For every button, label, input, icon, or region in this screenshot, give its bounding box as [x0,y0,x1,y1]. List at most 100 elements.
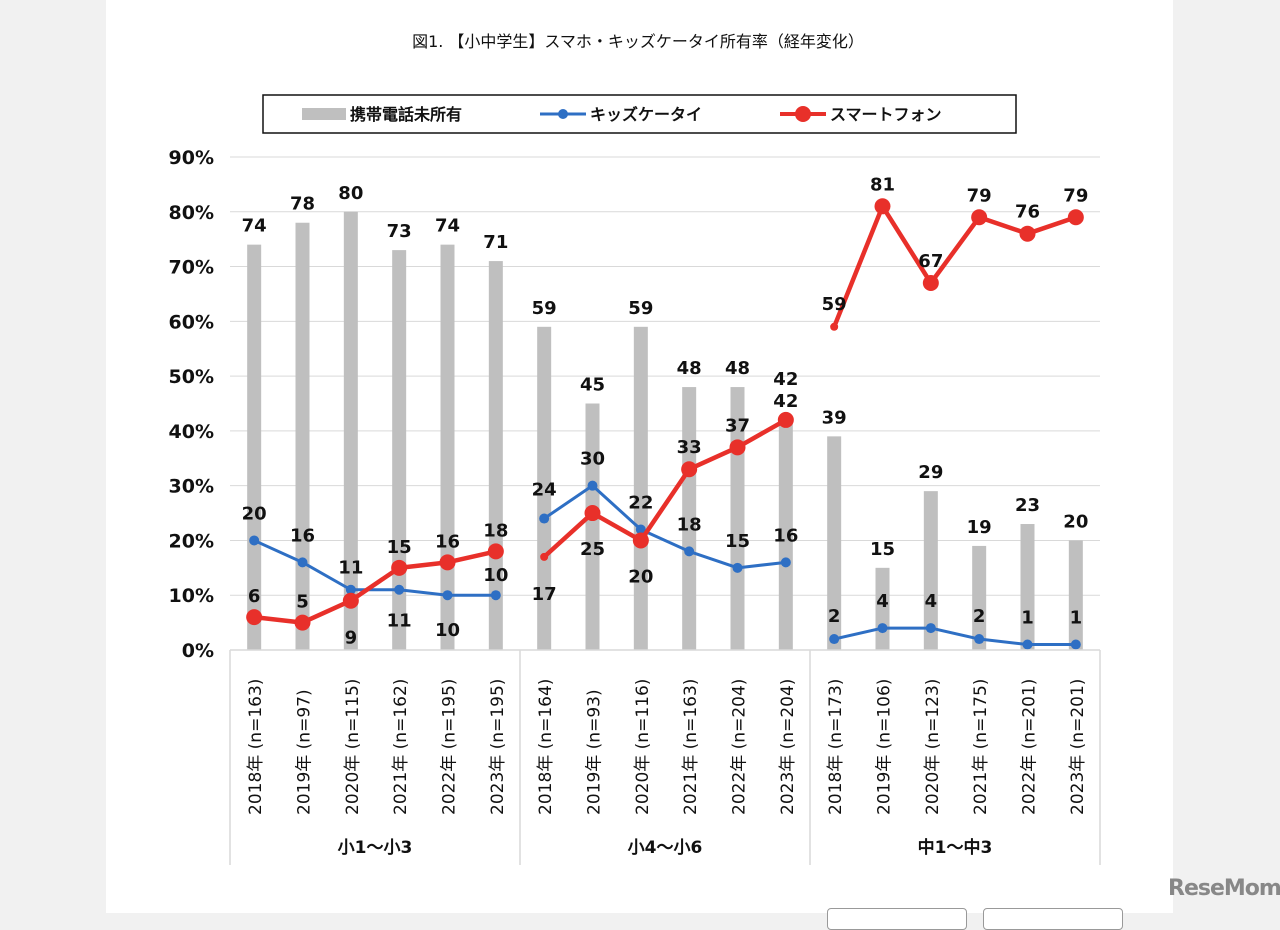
bar-data-label: 48 [725,358,750,379]
kids-marker [829,634,840,645]
smartphone-marker [777,411,794,428]
x-tick-label: 2018年 (n=163) [246,679,266,815]
bar-data-label: 74 [435,216,460,237]
kids-marker [345,584,356,595]
y-tick-label: 50% [169,366,214,388]
kids-marker [587,480,598,491]
kids-marker [780,557,791,568]
smartphone-marker [681,461,698,478]
smartphone-data-label: 15 [387,537,412,558]
smartphone-data-label: 79 [1063,185,1088,206]
smartphone-data-label: 6 [248,586,261,607]
bar [923,491,938,650]
x-tick-label: 2020年 (n=116) [633,679,653,815]
kids-data-label: 10 [483,565,508,586]
bar-data-label: 71 [483,232,508,253]
legend-label-bar: 携帯電話未所有 [350,105,462,124]
x-tick-label: 2019年 (n=93) [585,689,605,815]
legend-label-smartphone: スマートフォン [830,105,942,124]
smartphone-marker [1067,209,1084,226]
y-tick-label: 60% [169,311,214,333]
bar-data-label: 78 [290,194,315,215]
smartphone-line [253,549,497,625]
bar-data-label: 80 [338,183,363,204]
kids-marker [974,634,985,645]
bar [778,419,793,650]
smartphone-marker [922,274,939,291]
group-label: 小4〜小6 [628,838,703,858]
y-tick-label: 70% [169,257,214,279]
kids-marker [297,557,308,568]
smartphone-data-label: 17 [532,584,557,605]
bar-data-label: 19 [967,517,992,538]
smartphone-data-label: 59 [822,294,847,315]
x-tick-label: 2023年 (n=204) [778,679,798,815]
smartphone-marker [439,554,456,571]
kids-data-label: 10 [435,620,460,641]
kids-marker [877,623,888,634]
bar-data-label: 29 [918,462,943,483]
x-tick-label: 2021年 (n=162) [391,679,411,815]
legend: 携帯電話未所有 キッズケータイ スマートフォン [262,94,1017,134]
bar [682,387,697,650]
x-tick-label: 2023年 (n=201) [1068,679,1088,815]
smartphone-data-label: 16 [435,531,460,552]
kids-line [253,539,496,597]
kids-marker [684,546,695,557]
bar-data-label: 39 [822,407,847,428]
bar [295,222,310,650]
smartphone-data-label: 67 [918,251,943,272]
kids-data-label: 2 [828,606,841,627]
legend-marker-smartphone [795,106,811,122]
bar [343,211,358,650]
kids-data-label: 4 [925,591,938,612]
bar-data-label: 59 [532,298,557,319]
bottom-button-2[interactable] [983,908,1123,930]
kids-marker [249,535,260,546]
kids-data-label: 1 [1021,608,1034,629]
kids-data-label: 2 [973,606,986,627]
smartphone-marker [294,614,311,631]
kids-data-label: 30 [580,449,605,470]
kids-marker [442,590,453,601]
bar [972,545,987,650]
x-tick-label: 2020年 (n=123) [923,679,943,815]
smartphone-marker [729,439,746,456]
x-tick-label: 2019年 (n=106) [875,679,895,815]
x-tick-label: 2022年 (n=204) [730,679,750,815]
bar-data-label: 23 [1015,495,1040,516]
smartphone-data-label: 79 [967,185,992,206]
legend-marker-kids [558,109,568,119]
lines [246,198,1084,650]
kids-data-label: 1 [1070,608,1083,629]
smartphone-marker [246,609,263,626]
x-tick-label: 2022年 (n=195) [440,679,460,815]
x-tick-label: 2021年 (n=163) [681,679,701,815]
smartphone-marker [391,559,408,576]
smartphone-data-label: 9 [345,628,358,649]
smartphone-marker [874,198,891,215]
smartphone-data-label: 18 [483,520,508,541]
kids-marker [394,584,405,595]
bar [247,244,262,650]
kids-marker [539,513,550,524]
x-tick-label: 2021年 (n=175) [971,679,991,815]
bar-data-label: 15 [870,539,895,560]
kids-data-label: 20 [242,503,267,524]
group-label: 小1〜小3 [338,838,413,858]
y-axis: 0% 10% 20% 30% 40% 50% 60% 70% 80% 90% [169,147,214,662]
bar-data-label: 48 [677,358,702,379]
x-axis: 2018年 (n=163) 2019年 (n=97) 2020年 (n=115) 20… [229,649,1101,865]
kids-marker [925,623,936,634]
smartphone-marker [1019,225,1036,242]
group-label: 中1〜中3 [918,837,993,858]
smartphone-data-label: 33 [677,437,702,458]
kids-line [543,484,787,570]
smartphone-data-label: 37 [725,415,750,436]
kids-data-label: 11 [338,558,363,579]
x-tick-label: 2022年 (n=201) [1020,679,1040,815]
bottom-button-1[interactable] [827,908,967,930]
kids-data-label: 16 [773,525,798,546]
bar [633,326,648,650]
